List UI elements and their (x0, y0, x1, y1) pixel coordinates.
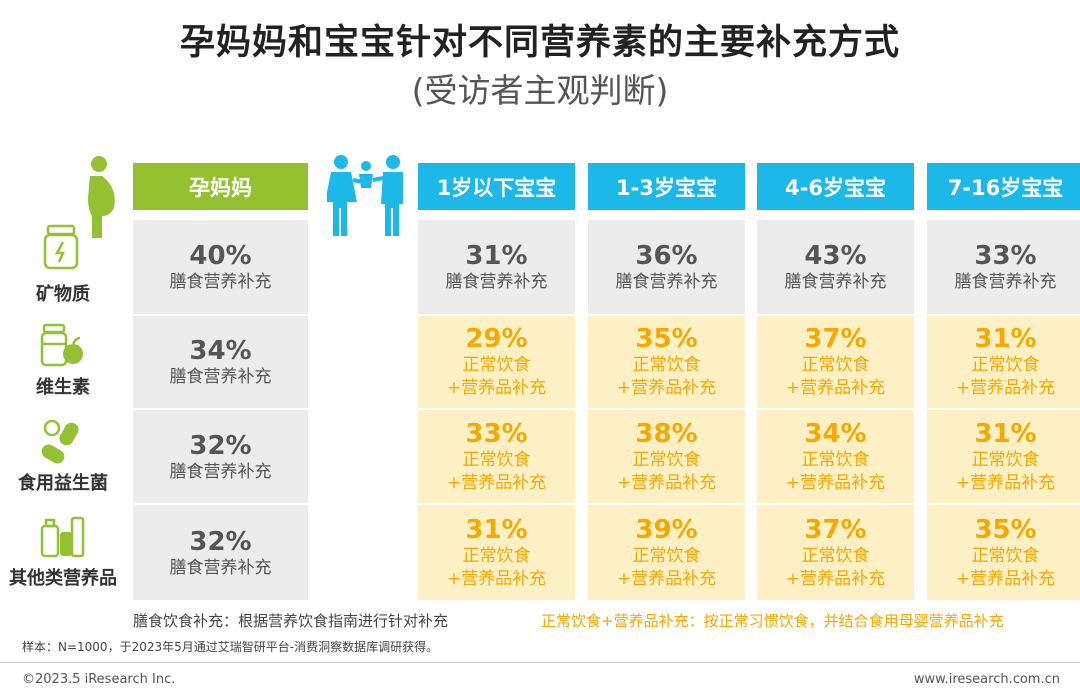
cell-value: 38% (635, 418, 698, 449)
table-cell: 31% 正常饮食 +营养品补充 (927, 410, 1080, 503)
table-cell: 38% 正常饮食 +营养品补充 (588, 410, 745, 503)
cell-method: 膳食营养补充 (445, 272, 548, 292)
cell-value: 32% (189, 526, 252, 557)
page-title: 孕妈妈和宝宝针对不同营养素的主要补充方式 (179, 23, 900, 63)
family-icon (327, 155, 403, 236)
cell-method: 膳食营养补充 (169, 272, 272, 292)
cell-method: 膳食营养补充 (784, 272, 887, 292)
cell-method-2: +营养品补充 (616, 378, 717, 398)
table-cell: 31% 正常饮食 +营养品补充 (418, 505, 575, 600)
cell-value: 33% (465, 418, 528, 449)
page-subtitle: (受访者主观判断) (411, 71, 669, 110)
cell-value: 31% (465, 241, 528, 271)
cell-value: 31% (974, 324, 1037, 354)
row-label-minerals: 矿物质 (36, 284, 90, 305)
cell-method-2: +营养品补充 (446, 568, 547, 589)
cell-method: 膳食营养补充 (169, 367, 272, 387)
cell-value: 40% (189, 241, 252, 271)
cell-method: 膳食营养补充 (615, 272, 718, 292)
table-cell: 31% 膳食营养补充 (418, 220, 575, 314)
table-cell: 32% 膳食营养补充 (133, 505, 308, 600)
column-header-7-16: 7-16岁宝宝 (927, 163, 1080, 210)
cell-method: 正常饮食 (632, 355, 701, 375)
cell-method-2: +营养品补充 (785, 568, 886, 589)
footer-divider (0, 662, 1080, 663)
cell-method-2: +营养品补充 (446, 472, 547, 493)
table-cell: 43% 膳食营养补充 (757, 220, 914, 314)
row-label-vitamins: 维生素 (36, 377, 90, 398)
cell-method: 正常饮食 (971, 545, 1040, 566)
table-cell: 34% 膳食营养补充 (133, 316, 308, 408)
cell-value: 32% (189, 430, 252, 461)
cell-method: 正常饮食 (462, 449, 531, 470)
cell-value: 29% (465, 324, 528, 354)
vitamin-fruit-icon (40, 323, 83, 367)
legend-orange: 正常饮食+营养品补充：按正常习惯饮食，并结合食用母婴营养品补充 (541, 612, 1004, 630)
pregnant-woman-icon (88, 156, 115, 238)
cell-method: 膳食营养补充 (169, 461, 272, 482)
cell-value: 31% (974, 418, 1037, 449)
cell-method: 正常饮食 (971, 449, 1040, 470)
cell-value: 37% (804, 324, 867, 354)
cell-method-2: +营养品补充 (446, 378, 547, 398)
cell-method: 正常饮食 (462, 545, 531, 566)
table-cell: 29% 正常饮食 +营养品补充 (418, 316, 575, 408)
cell-method: 正常饮食 (971, 355, 1040, 375)
table-cell: 37% 正常饮食 +营养品补充 (757, 316, 914, 408)
copyright: ©2023.5 iResearch Inc. (22, 672, 176, 687)
cell-value: 33% (974, 241, 1037, 271)
legend-gray: 膳食饮食补充：根据营养饮食指南进行针对补充 (133, 612, 449, 630)
cell-method-2: +营养品补充 (955, 378, 1056, 398)
column-header-1-3: 1-3岁宝宝 (588, 163, 745, 210)
cell-value: 31% (465, 514, 528, 545)
cell-value: 35% (635, 324, 698, 354)
cell-method-2: +营养品补充 (616, 472, 717, 493)
cell-method: 膳食营养补充 (954, 272, 1057, 292)
cell-value: 36% (635, 241, 698, 271)
table-cell: 37% 正常饮食 +营养品补充 (757, 505, 914, 600)
column-header-4-6: 4-6岁宝宝 (757, 163, 914, 210)
table-cell: 35% 正常饮食 +营养品补充 (927, 505, 1080, 600)
table-cell: 33% 正常饮食 +营养品补充 (418, 410, 575, 503)
table-cell: 33% 膳食营养补充 (927, 220, 1080, 314)
cell-value: 34% (189, 336, 252, 366)
table-cell: 36% 膳食营养补充 (588, 220, 745, 314)
table-cell: 32% 膳食营养补充 (133, 410, 308, 503)
cell-method: 正常饮食 (801, 355, 870, 375)
row-label-probiotics: 食用益生菌 (18, 473, 108, 494)
cell-method: 正常饮食 (632, 449, 701, 470)
cell-method: 正常饮食 (801, 449, 870, 470)
sample-note: 样本：N=1000，于2023年5月通过艾瑞智研平台-消费洞察数据库调研获得。 (22, 640, 439, 654)
table-cell: 31% 正常饮食 +营养品补充 (927, 316, 1080, 408)
row-label-other-nutrition: 其他类营养品 (9, 568, 117, 589)
cell-method: 正常饮食 (462, 355, 531, 375)
probiotic-capsule-icon (41, 419, 79, 464)
table-cell: 34% 正常饮食 +营养品补充 (757, 410, 914, 503)
cell-method-2: +营养品补充 (785, 472, 886, 493)
nutrition-products-icon (40, 516, 85, 558)
cell-method-2: +营养品补充 (616, 568, 717, 589)
cell-method: 正常饮食 (801, 545, 870, 566)
table-cell: 39% 正常饮食 +营养品补充 (588, 505, 745, 600)
supplement-jar-icon (43, 224, 79, 270)
column-header-pregnant-mother: 孕妈妈 (133, 163, 308, 210)
cell-method-2: +营养品补充 (785, 378, 886, 398)
cell-method: 正常饮食 (632, 545, 701, 566)
website-link[interactable]: www.iresearch.com.cn (913, 672, 1060, 687)
cell-value: 37% (804, 514, 867, 545)
cell-value: 39% (635, 514, 698, 545)
cell-method: 膳食营养补充 (169, 557, 272, 578)
column-header-under-1: 1岁以下宝宝 (418, 163, 575, 210)
table-cell: 40% 膳食营养补充 (133, 220, 308, 314)
cell-method-2: +营养品补充 (955, 472, 1056, 493)
table-cell: 35% 正常饮食 +营养品补充 (588, 316, 745, 408)
cell-value: 35% (974, 514, 1037, 545)
cell-method-2: +营养品补充 (955, 568, 1056, 589)
cell-value: 34% (804, 418, 867, 449)
cell-value: 43% (804, 241, 867, 271)
